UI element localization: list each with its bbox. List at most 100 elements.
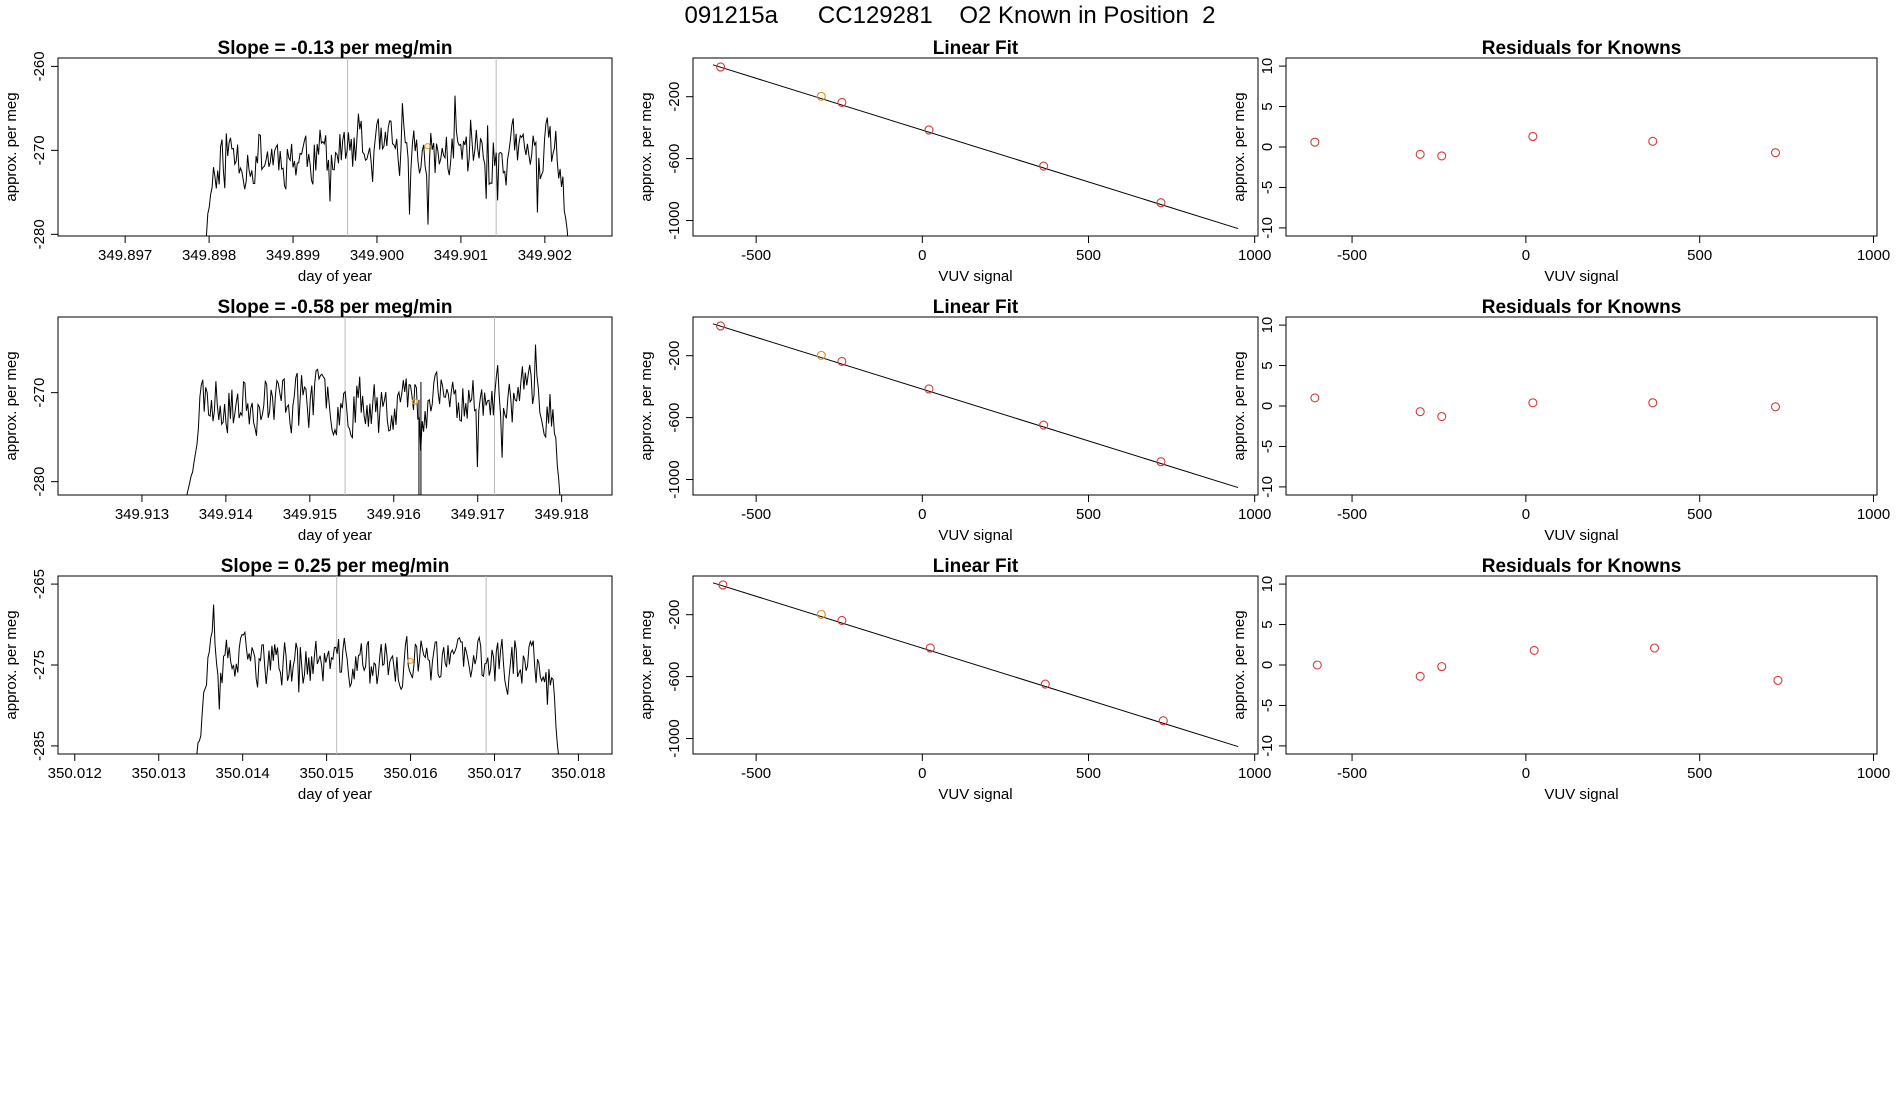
x-tick-label: 0: [918, 765, 926, 782]
panel-title: Residuals for Knowns: [1482, 38, 1682, 59]
data-point: [1310, 137, 1320, 147]
panel-title: Slope = 0.25 per meg/min: [221, 556, 450, 577]
y-tick-label: -1000: [666, 719, 683, 757]
fit-line: [712, 64, 1239, 230]
y-axis-label: approx. per meg: [1231, 351, 1248, 460]
plot-area: [1310, 131, 1781, 161]
data-point: [816, 91, 826, 101]
data-point: [925, 643, 935, 653]
figure-title: 091215a CC129281 O2 Known in Position 2: [684, 2, 1216, 29]
plot-area: [186, 317, 561, 495]
data-point: [1770, 402, 1781, 412]
panel-title: Linear Fit: [933, 38, 1019, 59]
panel-res2: Residuals for Knowns -500 0 500 1000 -10 -5 0 5 1…: [1231, 297, 1890, 544]
y-tick-label: -275: [31, 650, 48, 680]
x-axis-label: VUV signal: [938, 786, 1012, 803]
panel-res1: Residuals for Knowns -500 0 500 1000 -10 -5 0 5 1…: [1231, 38, 1890, 285]
panel-ts2: Slope = -0.58 per meg/min 349.913 349.914 3…: [3, 297, 613, 544]
y-tick-label: 0: [1259, 661, 1276, 669]
x-tick-label: 0: [918, 506, 926, 523]
data-point: [1156, 198, 1166, 208]
data-point: [837, 356, 847, 366]
y-tick-label: 5: [1259, 620, 1276, 628]
x-tick-label: 500: [1687, 506, 1712, 523]
plot-area: [1312, 643, 1783, 685]
x-axis-label: VUV signal: [938, 268, 1012, 285]
data-point: [1528, 398, 1538, 408]
plot-frame: [57, 57, 613, 237]
data-point: [816, 350, 826, 360]
y-axis-label: approx. per meg: [638, 92, 655, 201]
x-tick-label: 1000: [1238, 247, 1271, 264]
x-tick-label: -500: [741, 506, 771, 523]
data-point: [924, 384, 934, 394]
data-point: [1437, 411, 1447, 422]
y-tick-label: -600: [666, 662, 683, 692]
data-point: [1770, 148, 1781, 158]
x-tick-label: 349.915: [283, 506, 337, 523]
mean-marker: [411, 398, 418, 405]
x-tick-label: 0: [1522, 765, 1530, 782]
data-point: [1039, 161, 1049, 171]
panel-title: Residuals for Knowns: [1482, 297, 1682, 318]
x-tick-label: 350.013: [132, 765, 186, 782]
y-axis-label: approx. per meg: [1231, 610, 1248, 719]
y-tick-label: 5: [1259, 361, 1276, 369]
y-tick-label: 10: [1259, 58, 1276, 75]
plot-area: [712, 62, 1239, 230]
x-tick-label: 349.918: [535, 506, 589, 523]
x-tick-label: 500: [1687, 247, 1712, 264]
x-axis-label: VUV signal: [938, 527, 1012, 544]
x-tick-label: 349.914: [199, 506, 253, 523]
x-tick-label: -500: [1337, 506, 1367, 523]
data-point: [1773, 675, 1783, 685]
y-tick-label: -200: [666, 600, 683, 630]
data-point: [1040, 679, 1050, 689]
panel-title: Linear Fit: [933, 297, 1019, 318]
plot-frame: [1285, 57, 1878, 237]
data-point: [1158, 716, 1168, 726]
x-axis-label: day of year: [298, 786, 372, 803]
x-tick-label: 1000: [1857, 765, 1890, 782]
x-axis-label: day of year: [298, 527, 372, 544]
x-tick-label: 349.917: [451, 506, 505, 523]
x-tick-label: 349.901: [434, 247, 488, 264]
x-tick-label: 1000: [1238, 765, 1271, 782]
y-tick-label: -10: [1259, 217, 1276, 239]
data-point: [816, 609, 826, 619]
data-point: [1437, 151, 1447, 161]
plot-frame: [1285, 316, 1878, 496]
data-point: [1648, 136, 1658, 146]
data-point: [1415, 149, 1425, 159]
x-tick-label: 500: [1076, 506, 1101, 523]
x-tick-label: 349.913: [115, 506, 169, 523]
y-tick-label: -270: [31, 378, 48, 408]
plot-frame: [57, 316, 613, 496]
data-point: [1437, 662, 1447, 672]
y-tick-label: -200: [666, 341, 683, 371]
plot-area: [1310, 393, 1781, 422]
mean-marker: [424, 143, 431, 150]
y-tick-label: 5: [1259, 102, 1276, 110]
data-point: [716, 321, 726, 331]
x-tick-label: -500: [1337, 765, 1367, 782]
y-axis-label: approx. per meg: [3, 610, 20, 719]
y-tick-label: -265: [31, 569, 48, 599]
panel-title: Slope = -0.58 per meg/min: [218, 297, 453, 318]
x-tick-label: 0: [918, 247, 926, 264]
mean-marker: [407, 657, 414, 665]
x-tick-label: 500: [1076, 247, 1101, 264]
x-tick-label: 350.012: [48, 765, 102, 782]
data-point: [1649, 643, 1660, 653]
fit-line: [712, 323, 1239, 489]
x-tick-label: 1000: [1857, 247, 1890, 264]
data-point: [1039, 420, 1049, 430]
panel-fit2: Linear Fit -500 0 500 1000 -200 -600 -1000 VUV s…: [638, 297, 1271, 544]
y-tick-label: 10: [1259, 317, 1276, 334]
data-point: [1648, 398, 1658, 408]
y-tick-label: -260: [31, 51, 48, 81]
y-tick-label: -280: [31, 219, 48, 249]
panel-title: Linear Fit: [933, 556, 1019, 577]
data-point: [1529, 645, 1539, 655]
